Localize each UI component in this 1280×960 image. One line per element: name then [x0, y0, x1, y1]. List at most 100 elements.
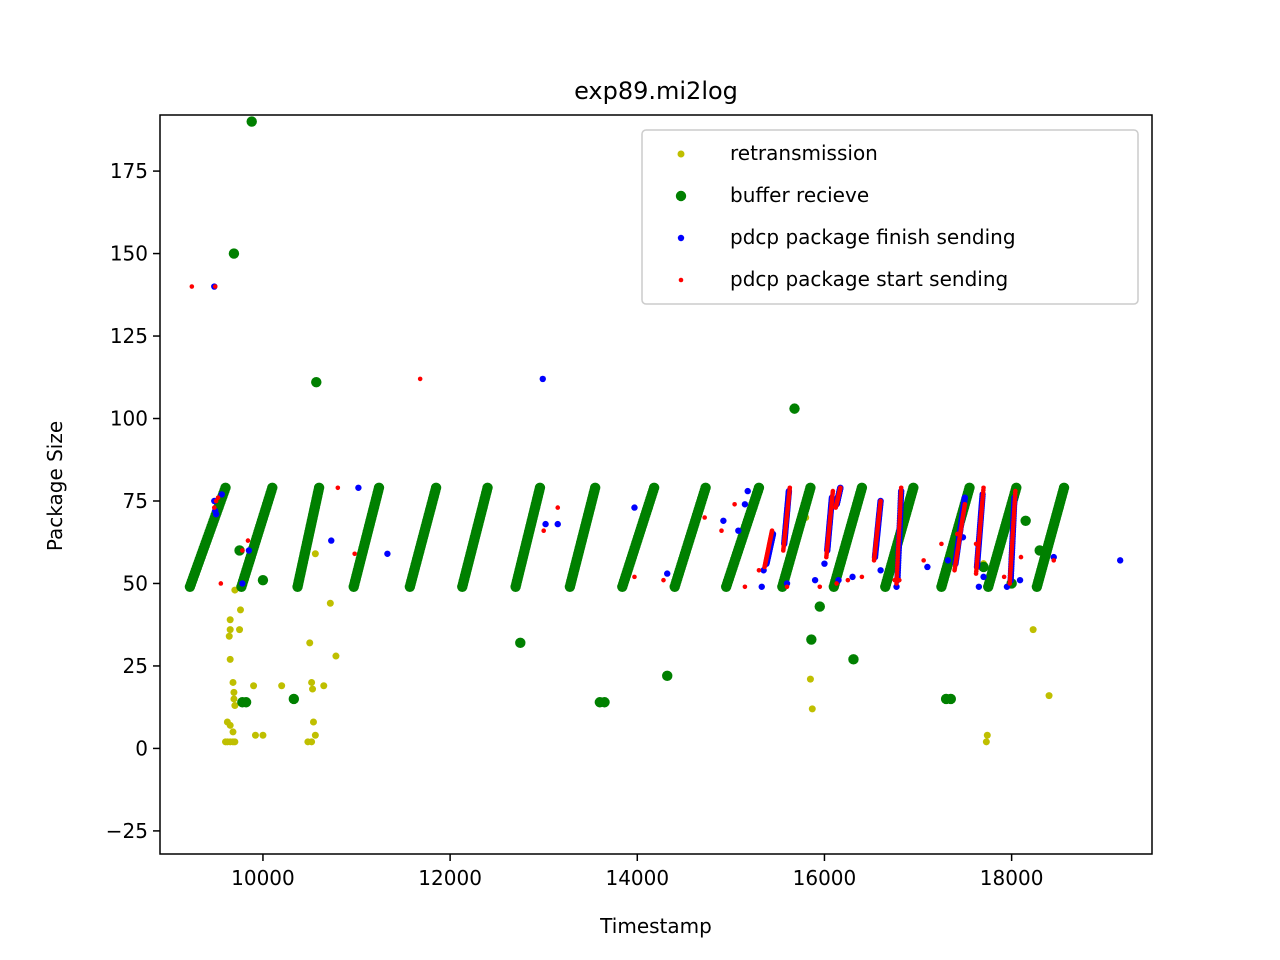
data-point — [245, 547, 253, 554]
data-point — [250, 682, 258, 690]
data-point — [218, 581, 224, 586]
data-point — [267, 482, 278, 493]
data-point — [1051, 558, 1057, 563]
legend-marker — [675, 190, 687, 202]
x-axis: 10000 12000 14000 16000 18000 — [231, 854, 1043, 890]
x-tick-label: 10000 — [231, 866, 295, 890]
data-point — [539, 375, 546, 383]
data-point — [783, 580, 791, 587]
legend-marker — [677, 150, 685, 158]
data-point — [215, 495, 221, 500]
data-point — [789, 403, 800, 414]
data-point — [631, 504, 638, 511]
data-point — [758, 583, 765, 590]
data-point — [632, 574, 637, 580]
data-point — [212, 284, 218, 289]
data-point — [236, 626, 244, 634]
data-point — [212, 510, 220, 518]
data-point — [964, 482, 975, 493]
data-point — [962, 501, 968, 507]
series-3 — [189, 284, 1057, 590]
data-point — [784, 584, 790, 590]
data-point — [983, 731, 991, 739]
data-point — [769, 528, 775, 533]
x-tick-label: 16000 — [793, 866, 857, 890]
series-0 — [222, 513, 1053, 746]
data-point — [554, 520, 561, 528]
data-point — [945, 693, 956, 705]
data-point — [482, 482, 493, 493]
data-point — [599, 697, 610, 708]
plot-frame — [159, 114, 1153, 855]
data-point — [980, 573, 987, 581]
data-point — [189, 284, 195, 289]
data-point — [306, 639, 314, 647]
y-tick-label: 125 — [110, 324, 148, 348]
data-point — [355, 484, 362, 491]
data-point — [939, 541, 944, 547]
data-point — [664, 570, 671, 577]
legend-box — [641, 129, 1139, 305]
data-point — [856, 482, 868, 493]
data-point — [742, 584, 748, 590]
data-point — [978, 561, 989, 573]
data-point — [982, 738, 990, 746]
y-axis-label: Package Size — [43, 421, 67, 551]
data-point — [373, 482, 385, 493]
data-point — [1020, 515, 1031, 526]
data-point — [811, 576, 819, 584]
x-axis-label: Timestamp — [599, 914, 712, 938]
data-point — [226, 616, 234, 624]
legend-marker — [677, 234, 685, 242]
data-point — [313, 482, 325, 493]
data-point — [732, 501, 737, 507]
data-point — [944, 557, 952, 564]
y-tick-label: 100 — [110, 407, 148, 431]
data-point — [961, 494, 969, 501]
data-point — [278, 682, 286, 690]
data-point — [878, 498, 883, 504]
series-1 — [184, 116, 1070, 708]
data-point — [251, 731, 259, 739]
data-point — [806, 634, 817, 645]
x-tick-label: 12000 — [418, 866, 482, 890]
x-tick-label: 18000 — [980, 866, 1044, 890]
data-point — [226, 626, 234, 634]
data-point — [240, 697, 252, 708]
legend-label: pdcp package start sending — [730, 267, 1008, 291]
data-point — [231, 738, 239, 746]
data-point — [1058, 482, 1070, 493]
y-axis: −25 0 25 50 75 100 125 150 175 — [106, 159, 160, 843]
data-point — [702, 515, 707, 520]
data-point — [328, 537, 335, 544]
data-point — [220, 482, 231, 493]
data-point — [308, 678, 316, 686]
data-point — [259, 731, 267, 739]
data-point — [661, 577, 666, 583]
y-tick-label: 175 — [110, 159, 148, 183]
data-point — [1045, 692, 1053, 700]
data-point — [335, 485, 341, 491]
data-point — [555, 505, 561, 510]
data-point — [805, 482, 816, 493]
data-point — [309, 685, 317, 693]
data-point — [384, 550, 391, 557]
data-point — [898, 485, 904, 491]
data-point — [838, 485, 843, 491]
data-point — [226, 655, 234, 663]
data-point — [288, 693, 300, 705]
legend-label: buffer recieve — [730, 183, 869, 207]
data-point — [1016, 576, 1024, 584]
y-tick-label: 50 — [123, 571, 148, 595]
data-point — [975, 583, 983, 590]
data-point — [225, 632, 233, 640]
data-point — [239, 580, 246, 587]
data-point — [787, 485, 793, 491]
data-point — [326, 599, 334, 607]
y-tick-label: 0 — [135, 736, 148, 760]
data-point — [430, 482, 442, 493]
x-tick-label: 14000 — [605, 866, 669, 890]
data-point — [228, 248, 240, 259]
data-point — [218, 491, 225, 498]
